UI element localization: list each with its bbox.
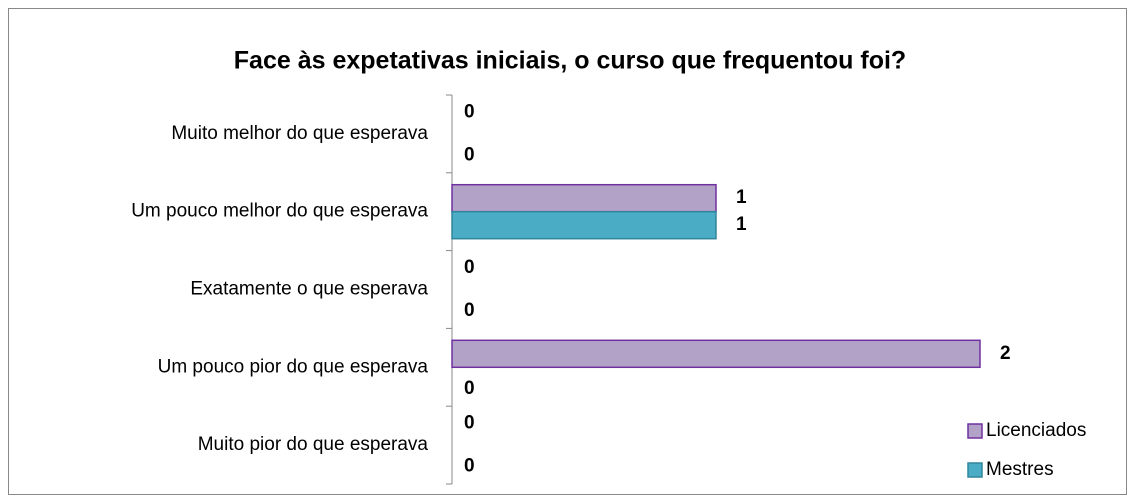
y-tick-label: Muito pior do que esperava	[198, 434, 429, 455]
data-label: 0	[464, 456, 475, 477]
legend-label: Licenciados	[986, 420, 1086, 441]
chart-title: Face às expetativas iniciais, o curso qu…	[234, 47, 906, 75]
y-tick-label: Muito melhor do que esperava	[171, 123, 428, 144]
data-label: 0	[464, 300, 475, 321]
y-tick-label: Um pouco melhor do que esperava	[131, 201, 428, 222]
bar	[451, 210, 717, 240]
legend-swatch	[967, 462, 983, 478]
y-tick-label: Um pouco pior do que esperava	[158, 356, 429, 377]
data-label: 0	[464, 378, 475, 399]
legend-swatch	[967, 423, 983, 439]
data-label: 1	[736, 214, 747, 235]
y-tick-label: Exatamente o que esperava	[190, 279, 428, 300]
data-label: 0	[464, 413, 475, 434]
data-label: 2	[1000, 343, 1011, 364]
data-label: 1	[736, 187, 747, 208]
bar	[451, 339, 981, 369]
data-label: 0	[464, 257, 475, 278]
data-label: 0	[464, 144, 475, 165]
bar	[451, 183, 717, 213]
data-label: 0	[464, 101, 475, 122]
chart-frame	[8, 8, 1127, 495]
legend-label: Mestres	[986, 459, 1054, 480]
